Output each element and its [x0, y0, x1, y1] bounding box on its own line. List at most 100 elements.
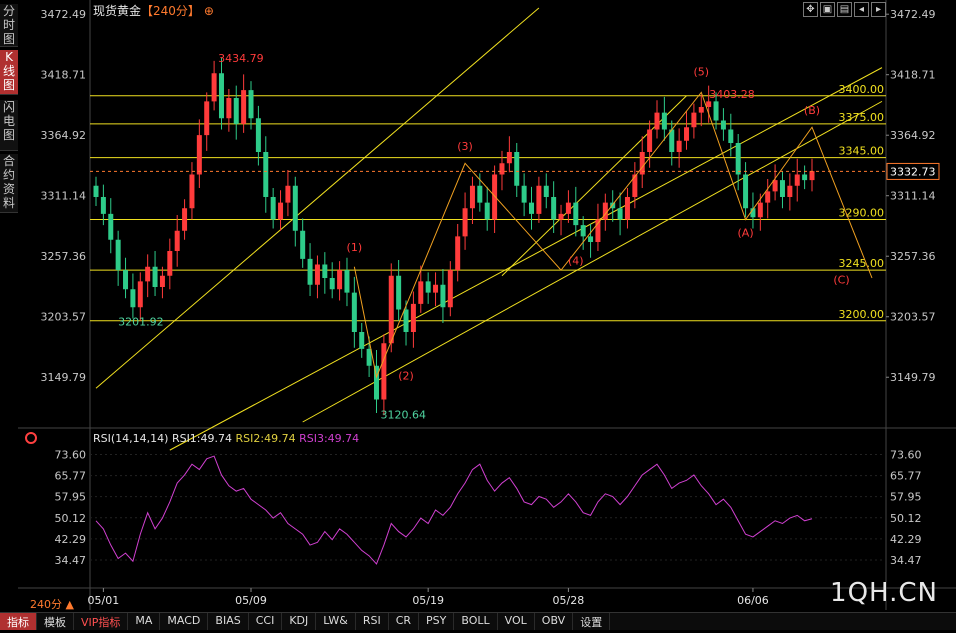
y-tick-left-2: 3364.92	[41, 129, 87, 142]
candle-body-0	[93, 185, 99, 197]
zoom-out-icon[interactable]: ▤	[837, 2, 852, 17]
rsi-tick-left-5: 34.47	[55, 554, 87, 567]
tab-flash-chart[interactable]: 闪电图	[0, 100, 18, 151]
bottom-tab-7[interactable]: KDJ	[282, 613, 317, 630]
bottom-tab-10[interactable]: CR	[389, 613, 420, 630]
candle-body-55	[499, 163, 505, 175]
y-tick-left-4: 3257.36	[41, 250, 87, 263]
target-icon[interactable]: ⊕	[203, 4, 214, 18]
candle-body-7	[145, 266, 151, 282]
candle-body-50	[462, 208, 468, 237]
candle-body-19	[233, 98, 239, 124]
bottom-tab-6[interactable]: CCI	[249, 613, 283, 630]
candle-body-91	[765, 191, 771, 203]
level-label-1: 3375.00	[839, 111, 885, 124]
bottom-tab-4[interactable]: MACD	[160, 613, 209, 630]
rsi-tick-left-2: 57.95	[55, 491, 87, 504]
candle-body-37	[366, 348, 372, 366]
candle-body-69	[602, 202, 608, 220]
level-label-2: 3345.00	[839, 145, 885, 158]
candle-body-95	[794, 174, 800, 186]
channel-line-1	[169, 67, 883, 451]
candle-body-97	[809, 171, 815, 181]
chart-title: 现货黄金【240分】 ⊕	[93, 2, 214, 19]
level-label-5: 3200.00	[839, 308, 885, 321]
bottom-tab-11[interactable]: PSY	[419, 613, 455, 630]
candle-body-39	[381, 343, 387, 400]
x-tick-label-0: 05/01	[88, 594, 120, 607]
chevron-right-icon[interactable]: ▸	[871, 2, 886, 17]
candle-body-62	[551, 197, 557, 220]
candle-body-79	[676, 140, 682, 152]
candle-body-22	[255, 118, 261, 152]
candle-body-48	[447, 270, 453, 308]
candle-body-26	[285, 185, 291, 203]
x-tick-label-3: 05/28	[553, 594, 585, 607]
indicator-tab-bar: 指标 模板 VIP指标 MA MACD BIAS CCI KDJ LW& RSI CR PSY BOLL…	[0, 612, 956, 630]
candle-body-5	[130, 289, 136, 308]
candle-body-41	[396, 275, 402, 310]
candle-body-53	[484, 202, 490, 220]
candle-body-65	[573, 202, 579, 226]
y-tick-right-4: 3257.36	[890, 250, 936, 263]
y-tick-left-6: 3149.79	[41, 371, 87, 384]
candle-body-52	[477, 185, 483, 203]
wave-path	[353, 91, 873, 379]
bottom-tab-15[interactable]: 设置	[573, 613, 611, 630]
bottom-tab-2[interactable]: VIP指标	[74, 613, 129, 630]
candle-body-68	[595, 219, 601, 242]
candle-body-75	[647, 129, 653, 152]
candle-body-86	[728, 129, 734, 143]
candle-body-67	[588, 236, 594, 242]
candle-body-63	[558, 213, 564, 220]
bottom-tab-12[interactable]: BOLL	[454, 613, 498, 630]
candle-body-9	[159, 275, 165, 287]
rsi-params: RSI(14,14,14)	[93, 432, 169, 445]
tab-contract-info[interactable]: 合约资料	[0, 154, 18, 213]
candle-body-71	[617, 208, 623, 220]
zoom-in-icon[interactable]: ▣	[820, 2, 835, 17]
period-selector[interactable]: 240分 ▲	[30, 598, 74, 611]
wave-label-4: (5)	[693, 66, 709, 79]
candle-body-31	[322, 264, 328, 278]
tab-time-chart[interactable]: 分时图	[0, 4, 18, 47]
candle-body-93	[779, 180, 785, 197]
wave-label-0: (1)	[347, 241, 363, 254]
x-tick-label-1: 05/09	[235, 594, 267, 607]
tab-k-line[interactable]: K线图	[0, 50, 18, 95]
indicator-target-icon[interactable]	[25, 432, 37, 444]
bottom-tab-3[interactable]: MA	[128, 613, 161, 630]
x-tick-label-2: 05/19	[412, 594, 444, 607]
annotation-low-left: 3201.92	[118, 315, 164, 328]
wave-label-3: (4)	[568, 255, 584, 268]
candle-body-6	[137, 281, 143, 308]
rsi2-value: RSI2:49.74	[235, 432, 296, 445]
candle-body-33	[337, 270, 343, 290]
candle-body-89	[750, 208, 756, 218]
bottom-tab-8[interactable]: LW&	[316, 613, 356, 630]
chevron-left-icon[interactable]: ◂	[854, 2, 869, 17]
bottom-tab-1[interactable]: 模板	[37, 613, 74, 630]
candle-body-92	[772, 180, 778, 192]
move-icon[interactable]: ✥	[803, 2, 818, 17]
candle-body-8	[152, 266, 158, 287]
x-tick-label-4: 06/06	[737, 594, 769, 607]
candle-body-61	[543, 185, 549, 197]
bottom-tab-9[interactable]: RSI	[356, 613, 389, 630]
rsi-tick-right-1: 65.77	[890, 470, 922, 483]
period-label[interactable]: 【240分】	[141, 4, 200, 18]
rsi-tick-right-0: 73.60	[890, 448, 922, 461]
level-label-3: 3290.00	[839, 207, 885, 220]
bottom-tab-13[interactable]: VOL	[498, 613, 535, 630]
candle-body-64	[565, 202, 571, 214]
candle-body-56	[506, 152, 512, 164]
y-tick-left-1: 3418.71	[41, 69, 87, 82]
candle-body-18	[226, 98, 232, 119]
y-tick-left-5: 3203.57	[41, 311, 87, 324]
bottom-tab-0[interactable]: 指标	[0, 613, 37, 630]
candle-body-27	[292, 185, 298, 231]
bottom-tab-5[interactable]: BIAS	[208, 613, 249, 630]
rsi-line	[95, 455, 813, 565]
bottom-tab-14[interactable]: OBV	[535, 613, 574, 630]
